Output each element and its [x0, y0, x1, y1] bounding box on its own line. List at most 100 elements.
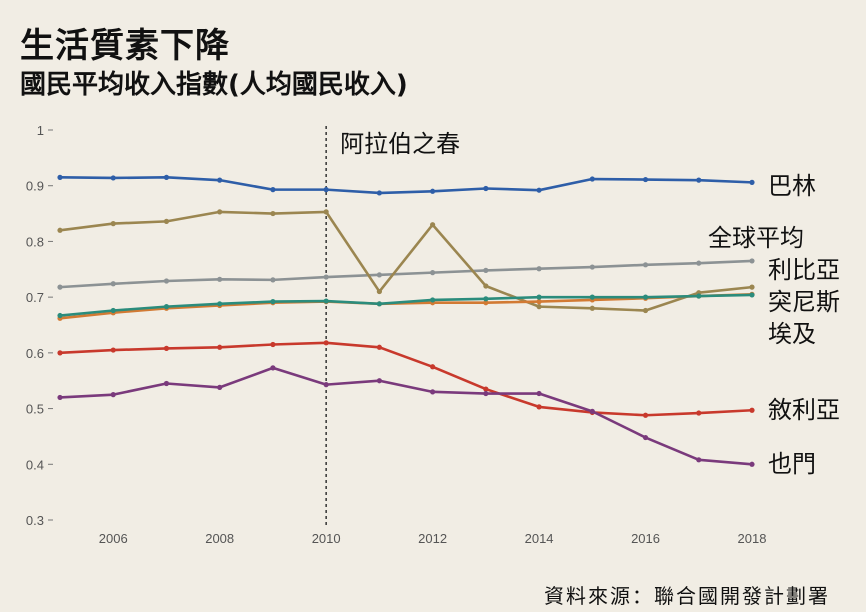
- data-point: [110, 221, 116, 227]
- series-line: [58, 293, 754, 317]
- data-point: [323, 340, 329, 346]
- y-tick-label: 0.7: [26, 290, 44, 305]
- series-line: [58, 341, 754, 417]
- x-tick-label: 2014: [525, 531, 554, 546]
- data-point: [270, 299, 276, 305]
- data-point: [323, 209, 329, 215]
- data-point: [110, 175, 116, 181]
- data-point: [430, 297, 436, 303]
- data-point: [642, 412, 649, 418]
- data-point: [536, 187, 542, 193]
- data-point: [749, 284, 755, 290]
- x-tick-label: 2008: [205, 531, 234, 546]
- data-point: [696, 177, 702, 183]
- data-point: [483, 386, 489, 392]
- data-point: [163, 304, 170, 310]
- data-point: [642, 176, 649, 183]
- data-point: [57, 394, 63, 401]
- data-point: [696, 410, 702, 416]
- data-point: [589, 264, 595, 270]
- data-point: [270, 365, 276, 371]
- data-point: [749, 461, 755, 467]
- data-point: [376, 288, 382, 295]
- data-point: [57, 284, 63, 290]
- y-tick-label: 0.8: [26, 234, 44, 249]
- data-point: [163, 218, 170, 224]
- y-axis: 0.3 0.4 0.5 0.6 0.7 0.8 0.9 1: [26, 123, 53, 528]
- data-point: [642, 307, 649, 314]
- data-point: [163, 174, 170, 180]
- data-point: [589, 176, 595, 182]
- x-tick-label: 2012: [418, 531, 447, 546]
- data-point: [323, 382, 329, 388]
- series-label: 突尼斯: [768, 288, 840, 316]
- data-point: [536, 404, 542, 410]
- data-point: [589, 294, 595, 300]
- data-point: [430, 188, 436, 194]
- series-label: 全球平均: [708, 224, 804, 252]
- data-point: [57, 227, 63, 233]
- y-tick-label: 0.9: [26, 179, 44, 194]
- data-point: [270, 341, 276, 348]
- data-point: [57, 312, 63, 319]
- data-point: [749, 258, 755, 264]
- data-point: [376, 378, 382, 384]
- series-利比亞: [57, 209, 755, 314]
- series-line: [58, 259, 754, 289]
- series-巴林: [57, 174, 755, 196]
- series-敘利亞: [57, 340, 755, 418]
- data-point: [696, 293, 702, 299]
- series-label: 也門: [768, 450, 816, 478]
- data-point: [749, 407, 755, 413]
- y-tick-label: 0.5: [26, 402, 44, 417]
- data-point: [323, 274, 329, 280]
- data-point: [642, 294, 649, 300]
- data-point: [483, 390, 489, 397]
- data-point: [536, 266, 542, 272]
- arab-spring-annotation: 阿拉伯之春: [325, 126, 460, 528]
- data-point: [163, 345, 170, 351]
- data-point: [483, 300, 489, 306]
- series-label: 利比亞: [768, 256, 840, 284]
- series-也門: [57, 365, 755, 467]
- x-axis: 2006 2008 2010 2012 2014 2016 2018: [99, 531, 767, 546]
- y-tick-label: 0.6: [26, 346, 44, 361]
- y-tick-label: 1: [37, 123, 44, 138]
- annotation-label: 阿拉伯之春: [340, 130, 460, 158]
- data-point: [430, 389, 436, 395]
- data-point: [217, 209, 223, 215]
- data-point: [536, 390, 542, 397]
- data-point: [57, 350, 63, 356]
- x-tick-label: 2010: [312, 531, 341, 546]
- data-point: [376, 190, 382, 196]
- data-point: [536, 304, 542, 310]
- data-point: [430, 270, 436, 276]
- series-line: [58, 176, 754, 195]
- data-point: [376, 272, 382, 278]
- data-point: [270, 187, 276, 193]
- series-埃及: [57, 292, 755, 319]
- data-point: [217, 177, 223, 183]
- data-point: [483, 267, 489, 273]
- chart-title: 生活質素下降: [20, 26, 230, 66]
- data-point: [217, 301, 223, 307]
- data-point: [323, 187, 329, 193]
- series-line: [58, 366, 754, 466]
- data-point: [430, 364, 436, 370]
- data-point: [57, 174, 63, 180]
- data-point: [749, 179, 755, 185]
- series-label: 巴林: [768, 172, 816, 200]
- data-point: [696, 457, 702, 463]
- data-point: [589, 408, 595, 414]
- data-point: [589, 305, 595, 311]
- data-point: [217, 344, 223, 350]
- series-line: [58, 293, 754, 320]
- x-tick-label: 2018: [738, 531, 767, 546]
- series-label: 敘利亞: [768, 396, 840, 424]
- data-point: [270, 210, 276, 217]
- source-note: 資料來源：聯合國開發計劃署: [544, 584, 830, 608]
- series-lines: [57, 174, 755, 467]
- data-point: [270, 277, 276, 283]
- data-point: [110, 392, 116, 398]
